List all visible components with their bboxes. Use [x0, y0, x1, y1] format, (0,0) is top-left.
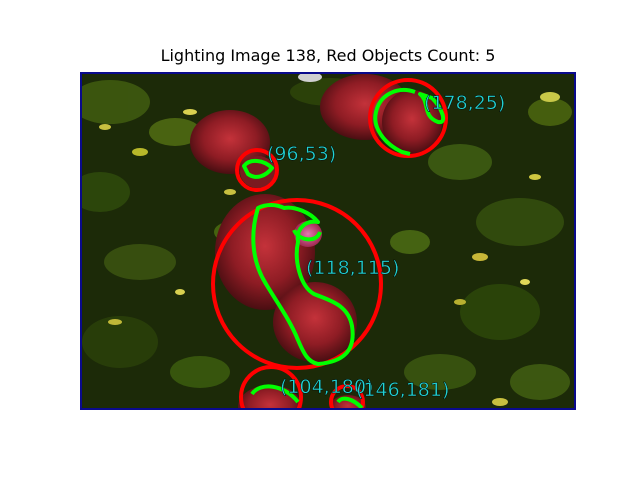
- detection-label-1: (178,25): [424, 92, 505, 114]
- detection-circle-4: [239, 365, 303, 410]
- lighting-image: (178,25) (96,53) (118,115) (104,180) (14…: [80, 72, 576, 410]
- detection-label-2: (96,53): [267, 143, 336, 165]
- detection-circle-2: [235, 148, 279, 192]
- contour-5: [336, 396, 364, 410]
- image-canvas: (178,25) (96,53) (118,115) (104,180) (14…: [80, 72, 576, 410]
- detection-circles: [211, 78, 448, 410]
- object-contours: [242, 88, 446, 410]
- contour-4: [250, 384, 300, 404]
- detection-circle-1: [368, 78, 448, 158]
- detection-circle-3: [211, 198, 383, 370]
- coordinate-labels: (178,25) (96,53) (118,115) (104,180) (14…: [267, 92, 506, 401]
- detection-label-3: (118,115): [306, 257, 399, 279]
- detection-circle-5: [329, 384, 365, 410]
- detection-label-4: (104,180): [280, 376, 373, 398]
- contour-1: [373, 88, 446, 156]
- detection-label-5: (146,181): [356, 379, 449, 401]
- contour-2: [242, 159, 274, 179]
- figure-title: Lighting Image 138, Red Objects Count: 5: [160, 46, 496, 65]
- image-border: [80, 72, 576, 410]
- contour-3: [251, 203, 355, 366]
